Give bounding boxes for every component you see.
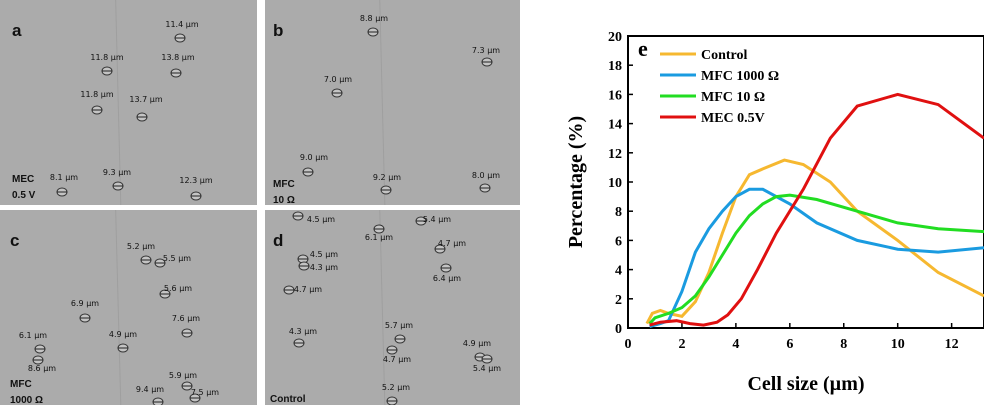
size-label: 7.6 µm bbox=[172, 314, 200, 323]
size-label: 6.1 µm bbox=[365, 233, 393, 242]
x-tick-label: 8 bbox=[840, 337, 847, 352]
scratch bbox=[379, 0, 386, 206]
panel-condition: MFC bbox=[10, 379, 32, 390]
x-tick-label: 0 bbox=[625, 337, 632, 352]
size-label: 5.4 µm bbox=[473, 364, 501, 373]
panel-letter: b bbox=[273, 21, 283, 40]
size-label: 13.8 µm bbox=[161, 53, 194, 62]
panel-condition: Control bbox=[270, 394, 306, 405]
x-tick-label: 2 bbox=[678, 337, 685, 352]
legend-label: Control bbox=[701, 48, 748, 63]
size-label: 7.3 µm bbox=[472, 46, 500, 55]
scratch bbox=[115, 0, 122, 206]
size-label: 5.7 µm bbox=[385, 321, 413, 330]
y-tick-label: 10 bbox=[608, 176, 622, 191]
scratch bbox=[115, 209, 122, 405]
scratch bbox=[379, 209, 386, 405]
size-label: 5.9 µm bbox=[169, 371, 197, 380]
panel-condition: 0.5 V bbox=[12, 190, 36, 201]
size-label: 4.7 µm bbox=[383, 355, 411, 364]
series-line bbox=[648, 193, 984, 325]
size-label: 5.5 µm bbox=[163, 254, 191, 263]
panel-condition: 10 Ω bbox=[273, 195, 295, 206]
micrograph: d Control 4.5 µm 6.1 µm 5.4 µm 4.7 µm 4.5 µm 4.… bbox=[265, 209, 520, 405]
size-label: 11.8 µm bbox=[80, 90, 113, 99]
x-axis-label: Cell size (µm) bbox=[747, 373, 864, 395]
panel-letter: d bbox=[273, 231, 283, 250]
x-tick-label: 4 bbox=[732, 337, 739, 352]
size-label: 5.6 µm bbox=[164, 284, 192, 293]
size-label: 7.5 µm bbox=[191, 388, 219, 397]
y-tick-label: 8 bbox=[615, 205, 622, 220]
panel-letter: c bbox=[10, 231, 19, 250]
series-line bbox=[649, 187, 984, 328]
size-label: 4.9 µm bbox=[463, 339, 491, 348]
micrograph: b MFC 10 Ω 8.8 µm 7.3 µm 7.0 µm 9.0 µm 9.2 µm 8.… bbox=[265, 0, 520, 206]
x-tick-label: 6 bbox=[786, 337, 793, 352]
size-label: 11.4 µm bbox=[165, 20, 198, 29]
y-tick-label: 2 bbox=[615, 293, 622, 308]
size-label: 4.5 µm bbox=[307, 215, 335, 224]
size-label: 4.5 µm bbox=[310, 250, 338, 259]
size-label: 5.2 µm bbox=[382, 383, 410, 392]
panel-condition: 1000 Ω bbox=[10, 395, 43, 405]
size-label: 8.1 µm bbox=[50, 173, 78, 182]
size-label: 6.4 µm bbox=[433, 274, 461, 283]
chart-title: e bbox=[638, 36, 648, 61]
size-label: 9.4 µm bbox=[136, 385, 164, 394]
size-label: 12.3 µm bbox=[179, 176, 212, 185]
micrograph: a MEC 0.5 V 11.4 µm 11.8 µm 13.8 µm 11.8 µm 13.… bbox=[0, 0, 257, 206]
micrograph: c MFC 1000 Ω 5.2 µm 5.5 µm 5.6 µm 6.9 µm 7.6 µm… bbox=[0, 209, 257, 405]
y-tick-label: 14 bbox=[608, 118, 622, 133]
y-tick-label: 12 bbox=[608, 147, 622, 162]
y-tick-label: 20 bbox=[608, 30, 622, 45]
y-tick-label: 4 bbox=[615, 264, 622, 279]
micrograph-background bbox=[265, 210, 520, 405]
size-label: 5.2 µm bbox=[127, 242, 155, 251]
size-label: 11.8 µm bbox=[90, 53, 123, 62]
legend-label: MEC 0.5V bbox=[701, 111, 765, 126]
x-tick-label: 12 bbox=[945, 337, 959, 352]
size-label: 5.4 µm bbox=[423, 215, 451, 224]
y-tick-label: 6 bbox=[615, 234, 622, 249]
size-label: 9.3 µm bbox=[103, 168, 131, 177]
y-tick-label: 16 bbox=[608, 88, 622, 103]
panel-condition: MEC bbox=[12, 174, 34, 185]
panel-condition: MFC bbox=[273, 179, 295, 190]
size-label: 6.1 µm bbox=[19, 331, 47, 340]
series-line bbox=[649, 92, 984, 327]
y-axis-label: Percentage (%) bbox=[565, 116, 587, 248]
panel-letter: a bbox=[12, 21, 22, 40]
micrograph-background bbox=[0, 0, 257, 205]
size-label: 7.0 µm bbox=[324, 75, 352, 84]
size-label: 9.0 µm bbox=[300, 153, 328, 162]
size-label: 8.8 µm bbox=[360, 14, 388, 23]
size-label: 13.7 µm bbox=[129, 95, 162, 104]
x-tick-label: 10 bbox=[891, 337, 905, 352]
micrograph-background bbox=[0, 210, 257, 405]
size-label: 8.0 µm bbox=[472, 171, 500, 180]
legend-label: MFC 10 Ω bbox=[701, 90, 765, 105]
legend-label: MFC 1000 Ω bbox=[701, 69, 779, 84]
size-label: 4.3 µm bbox=[289, 327, 317, 336]
y-tick-label: 18 bbox=[608, 59, 622, 74]
y-tick-label: 0 bbox=[615, 322, 622, 337]
size-label: 4.3 µm bbox=[310, 263, 338, 272]
size-label: 8.6 µm bbox=[28, 364, 56, 373]
size-label: 9.2 µm bbox=[373, 173, 401, 182]
size-label: 6.9 µm bbox=[71, 299, 99, 308]
size-label: 4.9 µm bbox=[109, 330, 137, 339]
size-label: 4.7 µm bbox=[438, 239, 466, 248]
size-label: 4.7 µm bbox=[294, 285, 322, 294]
